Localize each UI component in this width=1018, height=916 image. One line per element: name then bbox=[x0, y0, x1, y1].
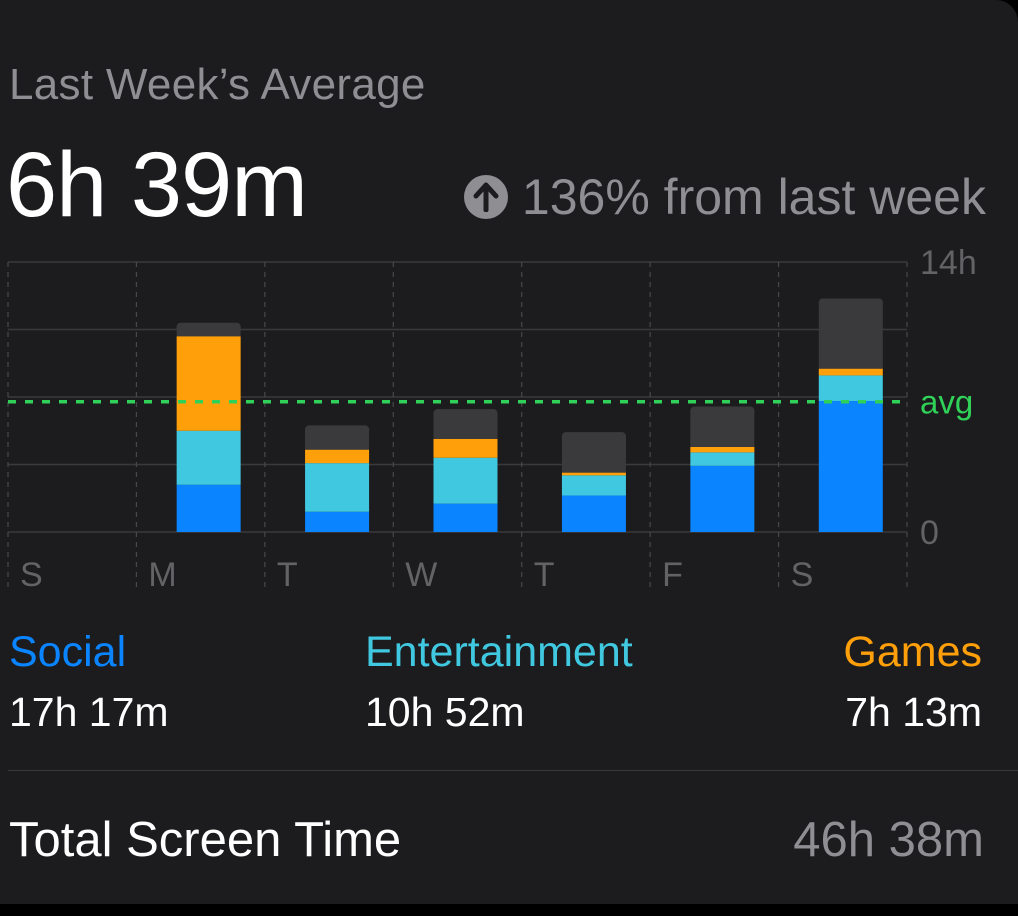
average-value: 6h 39m bbox=[6, 134, 308, 236]
bar-segment-entertainment bbox=[433, 457, 498, 504]
average-line-label: avg bbox=[920, 384, 973, 421]
legend-entertainment-label: Entertainment bbox=[365, 628, 633, 676]
legend-games-value: 7h 13m bbox=[845, 689, 982, 735]
bar-segment-entertainment bbox=[305, 463, 370, 512]
bar-segment-games bbox=[690, 446, 755, 453]
y-tick-label: 0 bbox=[920, 514, 939, 552]
bar-segment-social bbox=[305, 511, 370, 532]
total-screen-time-value: 46h 38m bbox=[793, 813, 984, 867]
trend-text: 136% from last week bbox=[521, 169, 986, 225]
bar-segment-other bbox=[690, 409, 755, 447]
x-tick-label: S bbox=[20, 556, 43, 594]
legend-games[interactable]: Games 7h 13m bbox=[843, 628, 982, 736]
x-tick-label: T bbox=[534, 556, 555, 594]
bar-segment-games bbox=[818, 368, 883, 376]
bar-segment-social bbox=[818, 401, 883, 532]
x-tick-label: S bbox=[791, 556, 814, 594]
x-tick-label: F bbox=[662, 556, 683, 594]
bar-segment-social bbox=[690, 465, 755, 532]
total-screen-time-label[interactable]: Total Screen Time bbox=[9, 813, 402, 867]
bar-segment-other bbox=[305, 428, 370, 450]
legend-games-label: Games bbox=[843, 628, 982, 676]
bar-segment-games bbox=[433, 438, 498, 458]
bar-segment-other bbox=[433, 412, 498, 439]
x-tick-label: T bbox=[277, 556, 298, 594]
bar-segment-other bbox=[176, 325, 241, 337]
bar-segment-entertainment bbox=[561, 475, 626, 496]
arrow-up-circle-icon bbox=[463, 175, 508, 219]
bar-segment-social bbox=[561, 495, 626, 532]
page-title: Last Week’s Average bbox=[9, 60, 426, 109]
bar-segment-social bbox=[433, 503, 498, 532]
trend-indicator: 136% from last week bbox=[463, 168, 986, 226]
legend-social-label: Social bbox=[9, 628, 127, 676]
bar-segment-games bbox=[305, 449, 370, 464]
bar-segment-other bbox=[561, 435, 626, 473]
legend-entertainment-value: 10h 52m bbox=[365, 689, 525, 735]
legend-social[interactable]: Social 17h 17m bbox=[9, 628, 169, 736]
legend-social-value: 17h 17m bbox=[9, 689, 169, 735]
bar-segment-games bbox=[561, 472, 626, 476]
x-tick-label: M bbox=[148, 556, 176, 594]
bar-segment-entertainment bbox=[818, 375, 883, 402]
bar-segment-entertainment bbox=[176, 430, 241, 485]
divider bbox=[8, 770, 1018, 771]
y-tick-label: 14h bbox=[920, 244, 977, 282]
bar-segment-entertainment bbox=[690, 452, 755, 466]
bar-segment-other bbox=[818, 301, 883, 369]
legend-entertainment[interactable]: Entertainment 10h 52m bbox=[365, 628, 633, 736]
bar-segment-games bbox=[176, 336, 241, 431]
bar-segment-social bbox=[176, 484, 241, 532]
x-tick-label: W bbox=[405, 556, 437, 594]
